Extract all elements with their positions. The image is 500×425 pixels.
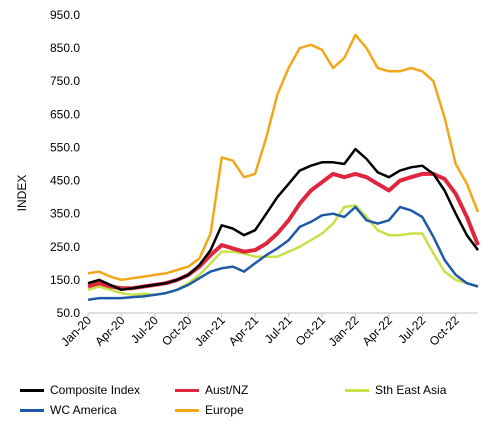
legend-label: Aust/NZ — [205, 383, 249, 397]
legend: Composite Index Aust/NZ Sth East Asia WC Am… — [20, 383, 490, 423]
legend-swatch — [345, 388, 369, 392]
legend-item: Sth East Asia — [345, 383, 446, 397]
x-tick-label: Apr-21 — [226, 313, 262, 349]
x-tick-label: Oct-22 — [426, 313, 462, 349]
x-tick-label: Jan-22 — [326, 313, 362, 349]
series-line-composite-index — [87, 147, 480, 292]
legend-label: Europe — [205, 403, 244, 417]
x-tick-label: Apr-20 — [92, 313, 128, 349]
series-line-sth-east-asia — [87, 204, 479, 297]
legend-label: Composite Index — [50, 383, 141, 397]
y-tick-label: 350.0 — [50, 207, 80, 221]
legend-swatch — [175, 388, 199, 392]
legend-item: WC America — [20, 403, 117, 417]
series-line-wc-america — [87, 205, 479, 302]
y-tick-label: 650.0 — [50, 107, 80, 121]
legend-swatch — [20, 388, 44, 392]
x-tick-label: Jul-20 — [128, 313, 161, 346]
y-tick-label: 150.0 — [50, 273, 80, 287]
y-tick-label: 750.0 — [50, 74, 80, 88]
y-tick-label: 50.0 — [57, 306, 81, 320]
x-tick-label: Oct-20 — [159, 313, 195, 349]
x-tick-label: Jul-21 — [262, 313, 295, 346]
y-tick-label: 250.0 — [50, 240, 80, 254]
legend-swatch — [175, 408, 199, 412]
y-tick-label: 550.0 — [50, 140, 80, 154]
y-tick-label: 450.0 — [50, 174, 80, 188]
x-tick-label: Jul-22 — [395, 313, 428, 346]
y-tick-label: 950.0 — [50, 8, 80, 22]
legend-item: Aust/NZ — [175, 383, 248, 397]
legend-swatch — [20, 408, 44, 412]
legend-item: Europe — [175, 403, 244, 417]
line-chart: 950.0 850.0 750.0 650.0 550.0 450.0 350.0 250.0… — [15, 8, 480, 349]
y-axis-ticks: 950.0 850.0 750.0 650.0 550.0 450.0 350.0 250.0… — [50, 8, 80, 320]
x-tick-label: Jan-21 — [192, 313, 228, 349]
legend-label: WC America — [50, 403, 117, 417]
series-line-europe — [87, 33, 480, 282]
x-tick-label: Oct-21 — [293, 313, 329, 349]
series-lines — [87, 33, 480, 302]
legend-item: Composite Index — [20, 383, 140, 397]
legend-label: Sth East Asia — [375, 383, 447, 397]
x-tick-label: Apr-22 — [360, 313, 396, 349]
y-axis-label: INDEX — [15, 175, 29, 212]
y-tick-label: 850.0 — [50, 41, 80, 55]
